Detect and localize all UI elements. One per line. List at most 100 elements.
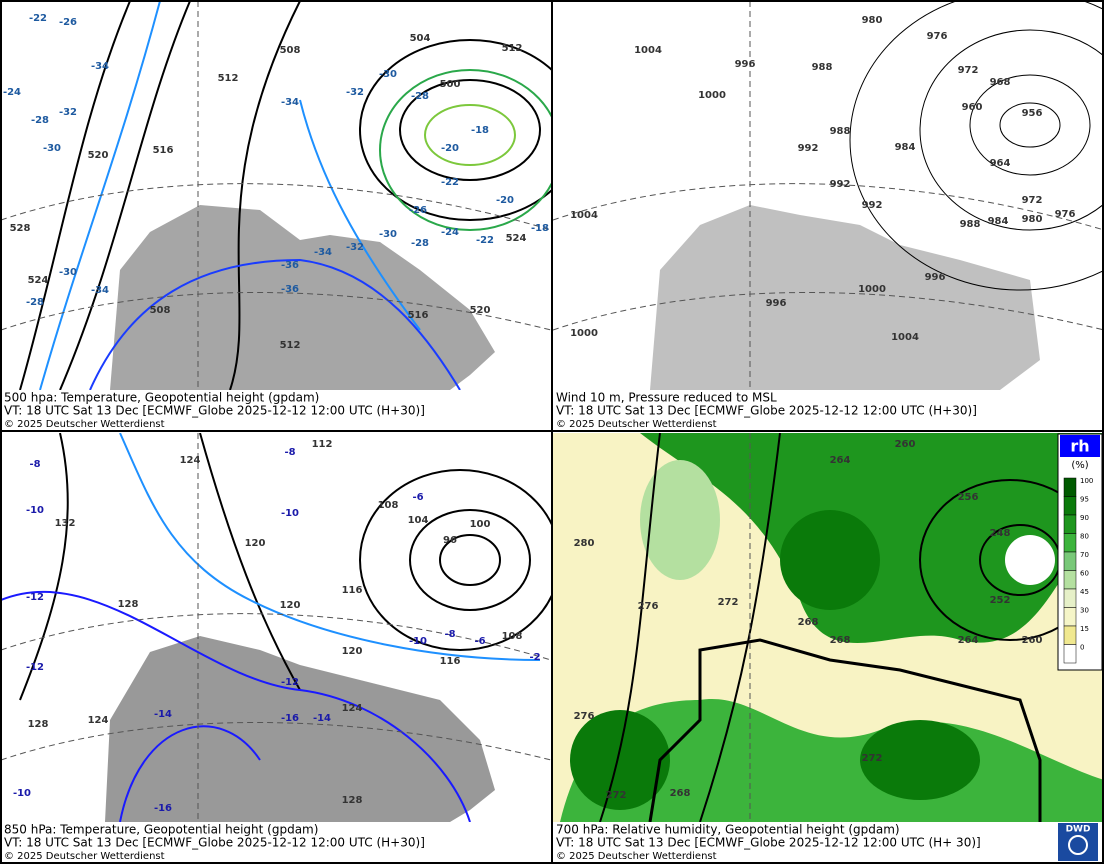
contour-label: 976 xyxy=(1055,209,1076,220)
contour-label: -18 xyxy=(531,223,549,234)
contour-label: 128 xyxy=(118,599,139,610)
caption: 850 hPa: Temperature, Geopotential heigh… xyxy=(4,823,318,837)
copyright: © 2025 Deutscher Wetterdienst xyxy=(556,851,717,862)
contour-label: 120 xyxy=(280,600,301,611)
contour-label: -32 xyxy=(346,242,364,253)
contour-label: 264 xyxy=(830,455,851,466)
contour-label: 132 xyxy=(55,518,76,529)
caption: VT: 18 UTC Sat 13 Dec [ECMWF_Globe 2025-… xyxy=(556,836,981,850)
contour-label: 100 xyxy=(470,519,491,530)
contour-label: 980 xyxy=(862,15,883,26)
contour-label: 268 xyxy=(798,617,819,628)
legend-tick-label: 0 xyxy=(1080,644,1084,652)
contour-label: -26 xyxy=(409,205,427,216)
copyright: © 2025 Deutscher Wetterdienst xyxy=(556,419,717,430)
contour-label: 988 xyxy=(830,126,851,137)
contour-label: 996 xyxy=(766,298,787,309)
legend-tick-label: 100 xyxy=(1080,477,1093,485)
contour-label: -10 xyxy=(281,508,299,519)
contour-label: 124 xyxy=(342,703,363,714)
contour-label: -8 xyxy=(444,629,455,640)
legend: rh (%) 100 95 90 80 70 60 45 30 15 0 xyxy=(1057,433,1103,671)
legend-swatch xyxy=(1063,477,1077,497)
contour-label: 128 xyxy=(28,719,49,730)
caption: VT: 18 UTC Sat 13 Dec [ECMWF_Globe 2025-… xyxy=(4,836,425,850)
contour-label: -32 xyxy=(59,107,77,118)
legend-title: rh xyxy=(1070,437,1089,456)
legend-swatch xyxy=(1063,644,1077,664)
contour-label: 516 xyxy=(153,145,174,156)
contour-label: 512 xyxy=(280,340,301,351)
contour-label: 260 xyxy=(895,439,916,450)
contour-label: 272 xyxy=(718,597,739,608)
contour-label: -36 xyxy=(281,284,299,295)
contour-label: -10 xyxy=(26,505,44,516)
contour-label: 1004 xyxy=(891,332,919,343)
contour-label: 1000 xyxy=(698,90,726,101)
caption: VT: 18 UTC Sat 13 Dec [ECMWF_Globe 2025-… xyxy=(556,404,977,418)
contour-label: 520 xyxy=(470,305,491,316)
contour-label: 984 xyxy=(988,216,1009,227)
contour-label: 128 xyxy=(342,795,363,806)
contour-label: 516 xyxy=(408,310,429,321)
contour-label: 972 xyxy=(1022,195,1043,206)
contour-label: 520 xyxy=(88,150,109,161)
legend-tick-label: 95 xyxy=(1080,496,1089,504)
contour-label: 252 xyxy=(990,595,1011,606)
legend-swatch xyxy=(1063,588,1077,608)
contour-label: 992 xyxy=(798,143,819,154)
contour-label: -20 xyxy=(496,195,514,206)
legend-tick-label: 60 xyxy=(1080,570,1089,578)
contour-label: -2 xyxy=(529,652,540,663)
contour-label: 976 xyxy=(927,31,948,42)
contour-label: 116 xyxy=(342,585,363,596)
contour-label: -28 xyxy=(411,91,429,102)
contour-label: 272 xyxy=(606,790,627,801)
contour-label: 116 xyxy=(440,656,461,667)
map-850hpa xyxy=(1,433,551,822)
contour-label: 508 xyxy=(150,305,171,316)
legend-swatch xyxy=(1063,533,1077,553)
contour-label: 500 xyxy=(440,79,461,90)
contour-label: 968 xyxy=(990,77,1011,88)
contour-label: -20 xyxy=(441,143,459,154)
contour-label: 120 xyxy=(342,646,363,657)
contour-label: -8 xyxy=(284,447,295,458)
contour-label: -28 xyxy=(31,115,49,126)
contour-label: 956 xyxy=(1022,108,1043,119)
contour-label: 1004 xyxy=(570,210,598,221)
contour-label: -6 xyxy=(412,492,423,503)
map-msl xyxy=(553,1,1103,390)
contour-label: 972 xyxy=(958,65,979,76)
captions: 500 hpa: Temperature, Geopotential heigh… xyxy=(4,391,981,863)
contour-label: 268 xyxy=(830,635,851,646)
legend-swatch xyxy=(1063,625,1077,645)
contour-label: 1000 xyxy=(570,328,598,339)
contour-label: 512 xyxy=(218,73,239,84)
contour-label: -32 xyxy=(346,87,364,98)
copyright: © 2025 Deutscher Wetterdienst xyxy=(4,419,165,430)
contour-label: 964 xyxy=(990,158,1011,169)
contour-label: -34 xyxy=(281,97,299,108)
contour-label: -30 xyxy=(379,69,397,80)
contour-label: 124 xyxy=(180,455,201,466)
contour-label: 280 xyxy=(574,538,595,549)
contour-label: 524 xyxy=(506,233,527,244)
contour-label: 108 xyxy=(378,500,399,511)
contour-label: 272 xyxy=(862,753,883,764)
contour-label: 988 xyxy=(960,219,981,230)
logo-text: DWD xyxy=(1066,825,1091,835)
contour-label: 104 xyxy=(408,515,429,526)
legend-swatch xyxy=(1063,514,1077,534)
caption: 500 hpa: Temperature, Geopotential heigh… xyxy=(4,391,319,405)
contour-label: -26 xyxy=(59,17,77,28)
legend-tick-label: 80 xyxy=(1080,533,1089,541)
contour-label: -6 xyxy=(474,636,485,647)
contour-label: -36 xyxy=(281,260,299,271)
caption: 700 hPa: Relative humidity, Geopotential… xyxy=(556,823,900,837)
contour-label: 980 xyxy=(1022,214,1043,225)
contour-label: -34 xyxy=(314,247,332,258)
contour-label: -22 xyxy=(476,235,494,246)
